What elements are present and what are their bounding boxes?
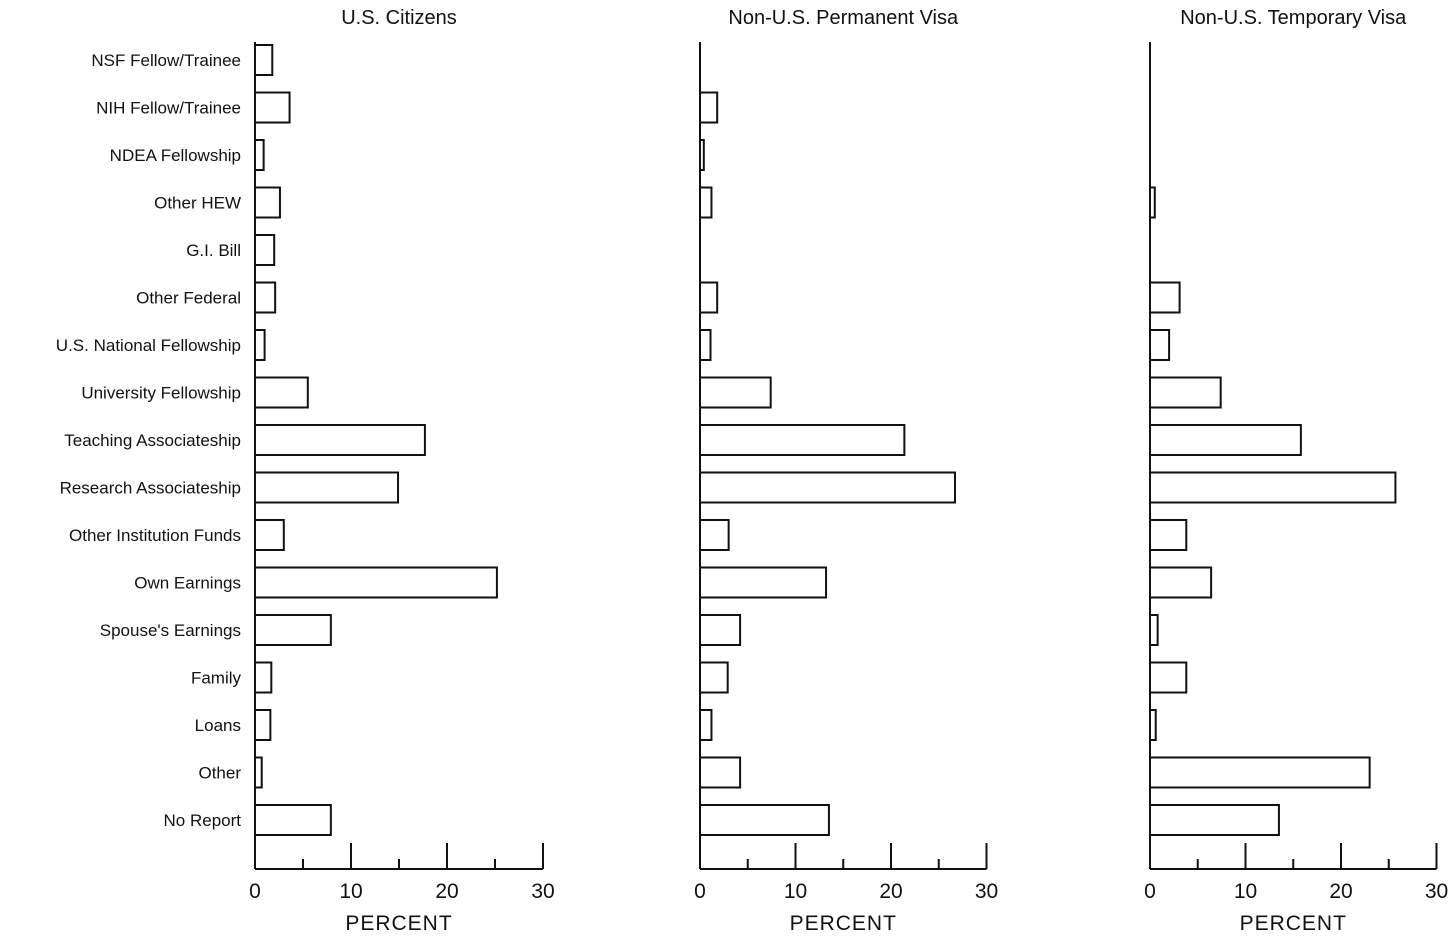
x-tick-label: 30: [975, 880, 998, 903]
bar-other-federal: [1150, 283, 1180, 313]
bar-nih-fellow-trainee: [255, 93, 290, 123]
bar-loans: [255, 710, 270, 740]
bar-teaching-associateship: [255, 425, 425, 455]
category-label-teaching-associateship: Teaching Associateship: [64, 431, 241, 450]
category-label-no-report: No Report: [164, 811, 242, 830]
bar-u-s-national-fellowship: [700, 330, 711, 360]
x-axis-label: PERCENT: [790, 912, 897, 935]
bar-other: [1150, 758, 1370, 788]
bar-spouse-s-earnings: [700, 615, 740, 645]
category-label-g-i-bill: G.I. Bill: [186, 241, 241, 260]
x-tick-label: 10: [339, 880, 362, 903]
bar-other: [700, 758, 740, 788]
bar-nih-fellow-trainee: [700, 93, 717, 123]
x-tick-label: 30: [531, 880, 554, 903]
bar-own-earnings: [700, 568, 826, 598]
bar-other: [255, 758, 262, 788]
bar-university-fellowship: [255, 378, 308, 408]
x-tick-label: 10: [1234, 880, 1257, 903]
x-tick-label: 20: [1329, 880, 1352, 903]
bar-no-report: [1150, 805, 1279, 835]
bar-university-fellowship: [700, 378, 771, 408]
category-label-own-earnings: Own Earnings: [134, 574, 241, 593]
bar-no-report: [255, 805, 331, 835]
bar-no-report: [700, 805, 829, 835]
bar-other-institution-funds: [255, 520, 284, 550]
panel-non-us-permanent-visa: Non-U.S. Permanent Visa 0 10 20 30 PERCENT: [694, 7, 998, 935]
bar-research-associateship: [255, 473, 398, 503]
panel-us-citizens: U.S. Citizens 0 10 20 30 PERCENT: [249, 7, 555, 935]
category-label-research-associateship: Research Associateship: [60, 479, 241, 498]
bar-u-s-national-fellowship: [255, 330, 265, 360]
bar-u-s-national-fellowship: [1150, 330, 1169, 360]
x-tick-label: 20: [879, 880, 902, 903]
bar-g-i-bill: [255, 235, 274, 265]
category-label-ndea-fellowship: NDEA Fellowship: [110, 146, 241, 165]
category-labels: NSF Fellow/Trainee NIH Fellow/Trainee NDEA…: [56, 51, 242, 830]
category-label-nih-fellow-trainee: NIH Fellow/Trainee: [96, 99, 241, 118]
category-label-family: Family: [191, 669, 242, 688]
category-label-nsf-fellow-trainee: NSF Fellow/Trainee: [91, 51, 241, 70]
panel-title: U.S. Citizens: [341, 7, 457, 29]
bar-loans: [700, 710, 711, 740]
panel-title: Non-U.S. Temporary Visa: [1180, 7, 1407, 29]
category-label-other: Other: [198, 764, 241, 783]
category-label-u-s-national-fellowship: U.S. National Fellowship: [56, 336, 241, 355]
bar-research-associateship: [1150, 473, 1395, 503]
x-tick-label: 30: [1425, 880, 1448, 903]
bar-other-federal: [255, 283, 275, 313]
bar-family: [255, 663, 271, 693]
bar-other-hew: [700, 188, 711, 218]
bar-other-institution-funds: [700, 520, 729, 550]
bar-other-federal: [700, 283, 717, 313]
bar-family: [1150, 663, 1186, 693]
x-tick-label: 10: [784, 880, 807, 903]
panel-title: Non-U.S. Permanent Visa: [728, 7, 959, 29]
bar-family: [700, 663, 728, 693]
bar-teaching-associateship: [700, 425, 904, 455]
x-tick-label: 0: [249, 880, 261, 903]
bar-nsf-fellow-trainee: [255, 45, 272, 75]
x-tick-label: 20: [435, 880, 458, 903]
bar-loans: [1150, 710, 1156, 740]
bar-other-hew: [1150, 188, 1155, 218]
bar-spouse-s-earnings: [1150, 615, 1158, 645]
panel-non-us-temporary-visa: Non-U.S. Temporary Visa 0 10 20 30 PERCENT: [1144, 7, 1448, 935]
category-label-spouse-s-earnings: Spouse's Earnings: [100, 621, 241, 640]
category-label-loans: Loans: [195, 716, 241, 735]
bar-spouse-s-earnings: [255, 615, 331, 645]
bar-university-fellowship: [1150, 378, 1221, 408]
bar-other-institution-funds: [1150, 520, 1186, 550]
x-tick-label: 0: [694, 880, 706, 903]
category-label-university-fellowship: University Fellowship: [81, 384, 241, 403]
bar-teaching-associateship: [1150, 425, 1301, 455]
category-label-other-federal: Other Federal: [136, 289, 241, 308]
bar-ndea-fellowship: [700, 140, 704, 170]
bar-other-hew: [255, 188, 280, 218]
x-axis-label: PERCENT: [345, 912, 452, 935]
x-tick-label: 0: [1144, 880, 1156, 903]
category-label-other-institution-funds: Other Institution Funds: [69, 526, 241, 545]
bar-own-earnings: [1150, 568, 1211, 598]
bar-ndea-fellowship: [255, 140, 264, 170]
category-label-other-hew: Other HEW: [154, 194, 241, 213]
x-axis-label: PERCENT: [1240, 912, 1347, 935]
bar-research-associateship: [700, 473, 955, 503]
bar-own-earnings: [255, 568, 497, 598]
